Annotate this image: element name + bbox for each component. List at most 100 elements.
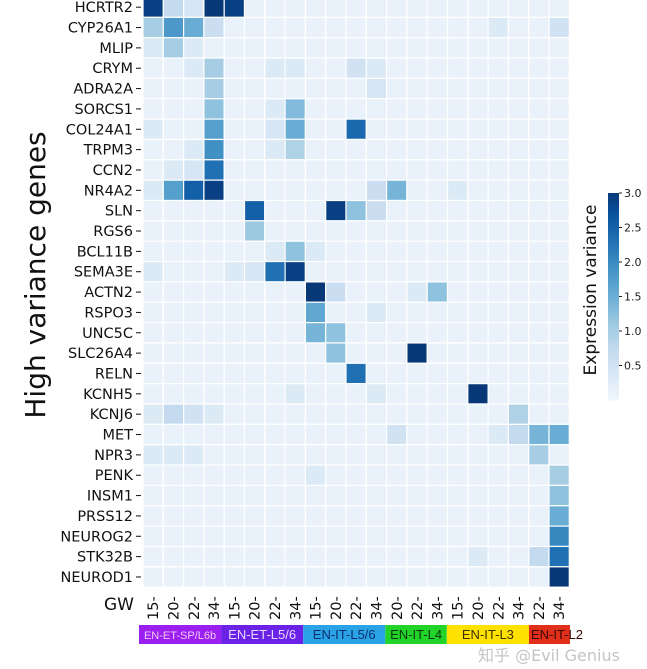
heatmap-cell: [284, 322, 307, 344]
colorbar-tick-label: 0.5: [624, 360, 642, 373]
heatmap-cell: [142, 362, 164, 385]
colorbar-segment: [608, 362, 619, 366]
heatmap-cell: [243, 301, 266, 324]
heatmap-cell: [487, 240, 510, 263]
heatmap-cell: [365, 301, 388, 324]
heatmap-cell: [406, 199, 428, 222]
heatmap-cell: [142, 383, 164, 405]
heatmap-cell: [142, 505, 164, 527]
heatmap-cell: [284, 179, 307, 202]
heatmap-cell: [203, 77, 225, 100]
colorbar-segment: [608, 296, 619, 301]
heatmap-cell: [386, 138, 408, 161]
heatmap-cell: [304, 383, 327, 405]
heatmap-cell: [507, 281, 530, 303]
heatmap-cell: [223, 220, 246, 242]
heatmap-cell: [203, 57, 225, 79]
heatmap-cell: [345, 138, 367, 161]
colorbar-segment: [608, 341, 619, 346]
heatmap-cell: [142, 240, 164, 263]
heatmap-cell: [345, 281, 367, 303]
heatmap-cell: [325, 281, 347, 303]
heatmap-cell: [467, 301, 489, 324]
heatmap-cell: [507, 98, 530, 120]
heatmap-cell: [223, 342, 246, 364]
heatmap-cell: [203, 240, 225, 263]
colorbar-segment: [608, 327, 619, 332]
column-label: 34-: [430, 596, 446, 620]
heatmap-cell: [528, 322, 550, 344]
colorbar-segment: [608, 355, 619, 360]
heatmap-cell: [426, 423, 449, 446]
heatmap-cell: [345, 545, 367, 568]
heatmap-cell: [243, 179, 266, 202]
heatmap-cell: [304, 545, 327, 568]
heatmap-cell: [142, 98, 164, 120]
heatmap-cell: [264, 403, 286, 425]
heatmap-cell: [264, 464, 286, 486]
heatmap-cell: [365, 77, 388, 100]
row-label: SORCS1: [74, 102, 133, 118]
heatmap-cell: [406, 301, 428, 324]
heatmap-cell: [183, 179, 205, 202]
heatmap-cell: [223, 362, 246, 385]
heatmap-cell: [548, 260, 570, 283]
heatmap-cell: [446, 464, 469, 486]
heatmap-cell: [203, 281, 225, 303]
heatmap-cell: [142, 260, 164, 283]
heatmap-cell: [528, 118, 550, 141]
heatmap-cell: [223, 16, 246, 39]
heatmap-cell: [487, 77, 510, 100]
colorbar-segment: [608, 358, 619, 363]
heatmap-cell: [406, 179, 428, 202]
row-label: UNC5C: [82, 326, 133, 342]
heatmap-cell: [406, 484, 428, 507]
heatmap-cell: [304, 118, 327, 141]
colorbar-segment: [608, 196, 619, 201]
row-label: ACTN2: [84, 285, 133, 301]
heatmap-cell: [183, 16, 205, 39]
heatmap-cell: [264, 342, 286, 364]
row-label: MET: [102, 428, 133, 444]
heatmap-cell: [446, 37, 469, 59]
colorbar-segment: [608, 279, 619, 284]
heatmap-cell: [264, 16, 286, 39]
heatmap-cell: [426, 159, 449, 181]
row-label: ADRA2A: [73, 82, 133, 98]
colorbar-segment: [608, 313, 619, 318]
heatmap-cell: [325, 159, 347, 181]
heatmap-cell: [162, 383, 185, 405]
colorbar-segment: [608, 241, 619, 246]
heatmap-cell: [386, 362, 408, 385]
heatmap-cell: [325, 342, 347, 364]
heatmap-cell: [446, 0, 469, 18]
y-axis-title: High variance genes: [19, 131, 52, 418]
colorbar-segment: [608, 206, 619, 211]
heatmap-cell: [183, 566, 205, 588]
heatmap-cell: [162, 423, 185, 446]
heatmap-cell: [426, 301, 449, 324]
heatmap-cell: [406, 260, 428, 283]
heatmap-cell: [528, 199, 550, 222]
heatmap-cell: [162, 16, 185, 39]
heatmap-cell: [406, 281, 428, 303]
heatmap-cell: [264, 0, 286, 18]
heatmap-cell: [507, 57, 530, 79]
heatmap-cell: [183, 525, 205, 548]
heatmap-cell: [304, 240, 327, 263]
heatmap-cell: [243, 566, 266, 588]
heatmap-cell: [183, 220, 205, 242]
heatmap-cell: [243, 77, 266, 100]
heatmap-cell: [365, 0, 388, 18]
heatmap-cell: [345, 301, 367, 324]
heatmap-cell: [406, 342, 428, 364]
heatmap-cell: [243, 403, 266, 425]
heatmap-cell: [467, 464, 489, 486]
heatmap-cell: [264, 37, 286, 59]
heatmap-cell: [223, 403, 246, 425]
heatmap-cell: [183, 444, 205, 466]
group-block: [303, 625, 386, 644]
heatmap-cell: [223, 37, 246, 59]
heatmap-cell: [264, 179, 286, 202]
heatmap-cell: [487, 159, 510, 181]
